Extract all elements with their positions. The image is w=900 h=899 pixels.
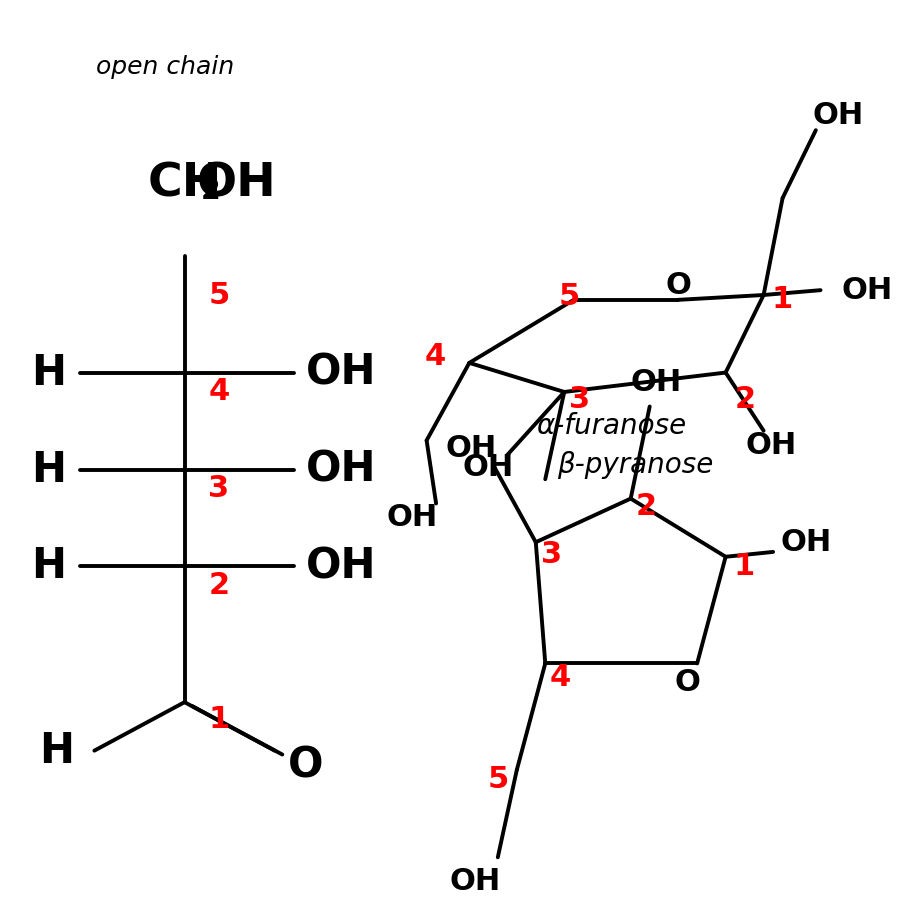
Text: 2: 2 — [635, 492, 657, 521]
Text: α-furanose: α-furanose — [536, 412, 687, 440]
Text: OH: OH — [631, 368, 682, 396]
Text: 1: 1 — [771, 285, 792, 315]
Text: 4: 4 — [550, 663, 572, 692]
Text: OH: OH — [306, 352, 376, 394]
Text: 5: 5 — [208, 280, 230, 309]
Text: 1: 1 — [734, 552, 754, 581]
Text: 2: 2 — [735, 385, 756, 414]
Text: H: H — [32, 449, 67, 491]
Text: 3: 3 — [569, 385, 590, 414]
Text: H: H — [32, 352, 67, 394]
Text: O: O — [665, 271, 691, 299]
Text: 5: 5 — [488, 765, 509, 794]
Text: 3: 3 — [541, 540, 562, 569]
Text: β-pyranose: β-pyranose — [557, 450, 714, 478]
Text: 2: 2 — [202, 177, 221, 205]
Text: open chain: open chain — [96, 55, 235, 79]
Text: 4: 4 — [208, 378, 230, 406]
Text: O: O — [675, 668, 700, 698]
Text: 2: 2 — [208, 572, 230, 601]
Text: OH: OH — [197, 161, 276, 206]
Text: 3: 3 — [208, 475, 230, 503]
Text: OH: OH — [745, 431, 796, 459]
Text: CH: CH — [148, 161, 221, 206]
Text: OH: OH — [387, 503, 438, 532]
Text: OH: OH — [449, 867, 500, 896]
Text: OH: OH — [446, 433, 497, 463]
Text: OH: OH — [306, 449, 376, 491]
Text: OH: OH — [463, 453, 514, 482]
Text: O: O — [288, 744, 324, 787]
Text: OH: OH — [842, 276, 893, 305]
Text: 4: 4 — [424, 342, 446, 370]
Text: 5: 5 — [558, 282, 580, 311]
Text: OH: OH — [812, 102, 863, 130]
Text: H: H — [32, 546, 67, 587]
Text: OH: OH — [780, 528, 832, 556]
Text: H: H — [39, 730, 74, 771]
Text: 1: 1 — [208, 705, 230, 734]
Text: OH: OH — [306, 546, 376, 587]
